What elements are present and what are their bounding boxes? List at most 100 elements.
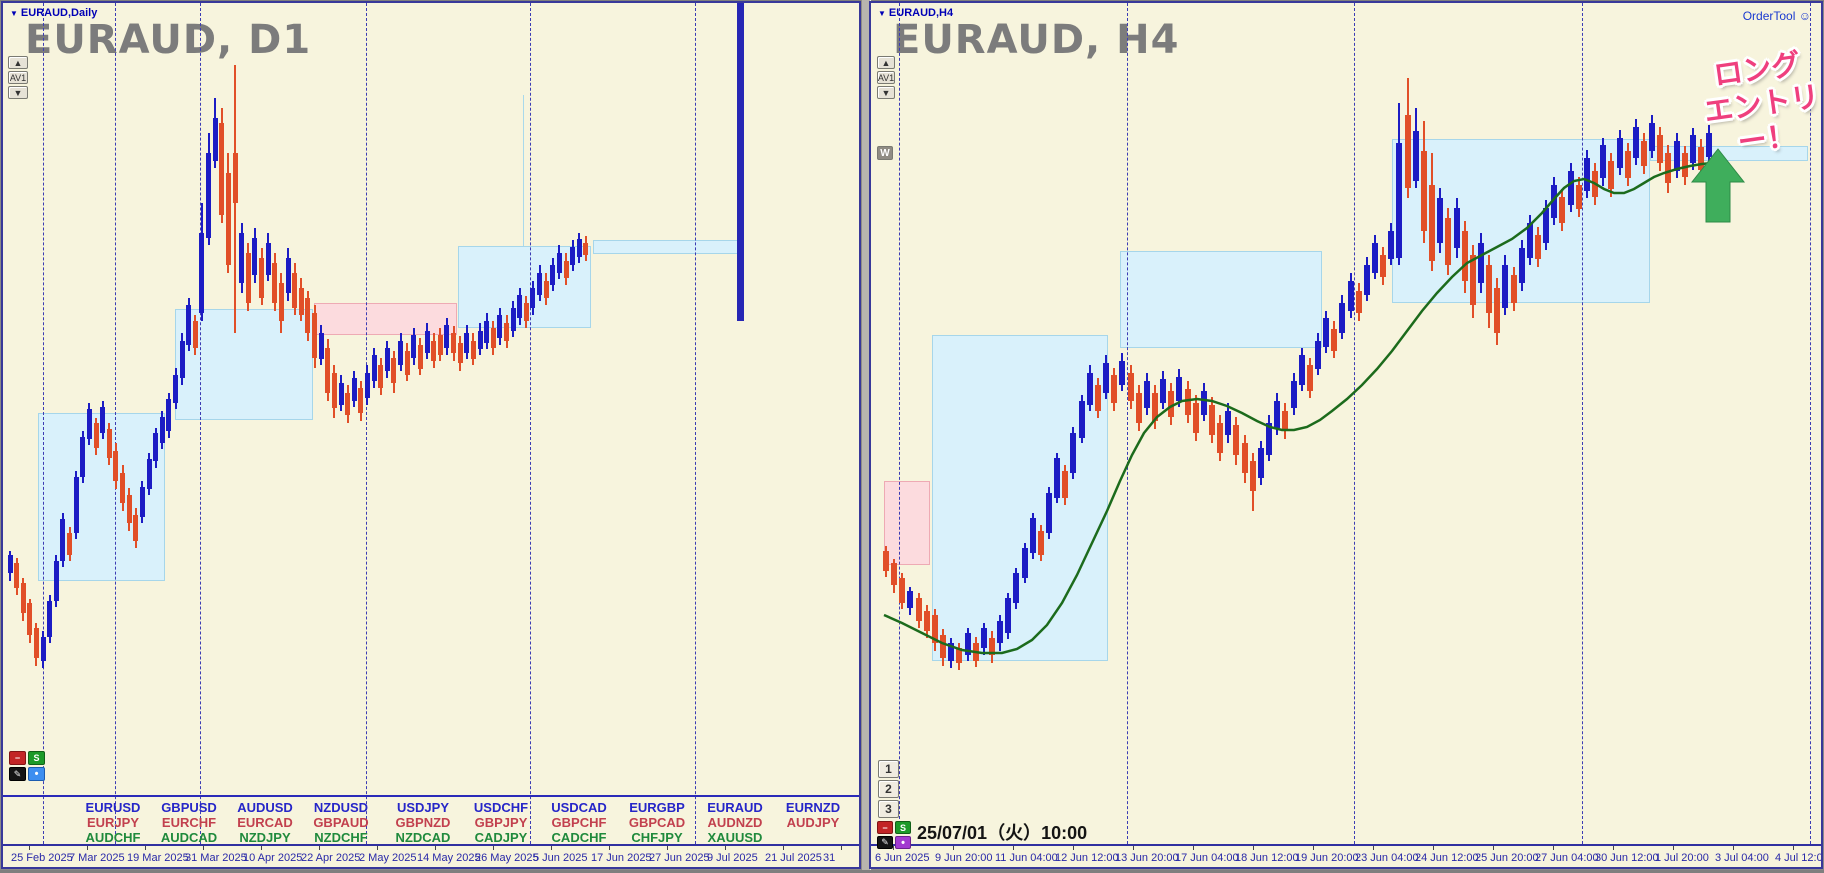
scale-down-button[interactable]: ▼ (8, 86, 28, 99)
date-axis-label: 7 Mar 2025 (69, 852, 125, 864)
scale-up-button[interactable]: ▲ (877, 56, 895, 69)
candle-body (232, 153, 238, 203)
chart-plot-area[interactable] (871, 3, 1821, 844)
candle-body (1217, 423, 1224, 453)
candle-body (1372, 243, 1378, 273)
watchlist-pair[interactable]: GBPNZD (395, 815, 451, 830)
candle-body (570, 247, 576, 265)
watchlist-pair[interactable]: EURNZD (785, 800, 841, 815)
candle-body (1445, 218, 1452, 265)
date-axis-label: 13 Jun 20:00 (1115, 852, 1179, 864)
candle-body (464, 333, 470, 353)
watchlist-pair[interactable]: USDJPY (396, 800, 450, 815)
watchlist-pair[interactable]: EURJPY (86, 815, 140, 830)
watchlist-pair[interactable]: NZDCAD (395, 830, 451, 844)
watchlist-column: NZDUSD GBPAUD NZDCHF (313, 800, 368, 844)
scale-up-button[interactable]: ▲ (8, 56, 28, 69)
preset-1-button[interactable]: 1 (878, 760, 899, 778)
chart-title-euraud-h4[interactable]: ▼ EURAUD,H4 (878, 7, 953, 19)
watchlist-pair[interactable]: AUDUSD (237, 800, 293, 815)
watchlist-pair[interactable]: EURAUD (707, 800, 763, 815)
date-axis-tick (29, 846, 30, 850)
date-axis-label: 26 May 2025 (475, 852, 539, 864)
watchlist-pair[interactable]: CADCHF (551, 830, 607, 844)
candle-body (384, 348, 390, 371)
date-axis-label: 9 Jul 2025 (707, 852, 758, 864)
watchlist-pair[interactable]: AUDJPY (786, 815, 840, 830)
watchlist-pair[interactable]: EURUSD (85, 800, 141, 815)
date-axis-tick (1193, 846, 1194, 850)
watchlist-pair[interactable]: AUDCHF (85, 830, 141, 844)
candle-body (891, 563, 898, 585)
date-axis-label: 1 Jul 20:00 (1655, 852, 1709, 864)
av1-button[interactable]: AV1 (877, 71, 895, 84)
date-axis-label: 31 Mar 2025 (185, 852, 247, 864)
candle-body (285, 258, 291, 293)
watchlist-pair[interactable]: USDCHF (473, 800, 529, 815)
dot-button[interactable]: • (895, 836, 911, 849)
date-axis-label: 24 Jun 12:00 (1415, 852, 1479, 864)
w-button[interactable]: W (877, 146, 893, 160)
candle-body (378, 365, 384, 388)
watchlist-pair[interactable]: GBPUSD (161, 800, 217, 815)
watchlist-column: EURUSD EURJPY AUDCHF (86, 800, 141, 844)
candle-body (972, 643, 979, 661)
date-axis-tick (1793, 846, 1794, 850)
pen-button[interactable]: ✎ (9, 767, 26, 781)
ordertool-menu[interactable]: OrderTool ☺ (1743, 9, 1811, 23)
chevron-down-icon: ▼ (878, 9, 886, 18)
watchlist-pair[interactable]: AUDNZD (707, 815, 763, 830)
chart-title-euraud-daily[interactable]: ▼ EURAUD,Daily (10, 7, 97, 19)
watchlist-pair[interactable]: NZDCHF (314, 830, 368, 844)
scale-down-button[interactable]: ▼ (877, 86, 895, 99)
preset-3-button[interactable]: 3 (878, 800, 899, 818)
watchlist-pair[interactable]: GBPJPY (474, 815, 528, 830)
date-axis-label: 25 Jun 20:00 (1475, 852, 1539, 864)
candle-body (166, 399, 172, 431)
minus-button[interactable]: − (9, 751, 26, 765)
sell-button[interactable]: S (895, 821, 911, 834)
watchlist-pair[interactable]: USDCAD (551, 800, 607, 815)
candle-body (1225, 411, 1232, 435)
date-axis-label: 5 Jun 2025 (533, 852, 588, 864)
chart-plot-area[interactable]: EURUSD EURJPY AUDCHF GBPUSD EURCHF AUDCAD AUDU… (3, 3, 859, 844)
watchlist-pair[interactable]: EURGBP (629, 800, 685, 815)
annotation-line2: エントリー！ (1702, 80, 1821, 160)
watchlist-pair[interactable]: GBPAUD (313, 815, 369, 830)
period-separator (1582, 3, 1583, 844)
watchlist-pair[interactable]: AUDCAD (160, 830, 218, 844)
watchlist-pair[interactable]: GBPCHF (551, 815, 607, 830)
candle-body (1608, 161, 1615, 189)
candle-body (1176, 377, 1183, 401)
watchlist-pair[interactable]: NZDUSD (313, 800, 369, 815)
candle-body (411, 335, 417, 358)
candle-body (146, 459, 152, 489)
minus-button[interactable]: − (877, 821, 893, 834)
watchlist-pair[interactable]: CADJPY (474, 830, 528, 844)
candle-body (318, 333, 324, 359)
sell-button[interactable]: S (28, 751, 45, 765)
candle-body (312, 313, 318, 358)
watchlist-pair[interactable]: EURCHF (161, 815, 217, 830)
date-axis-tick (377, 846, 378, 850)
date-axis-tick (261, 846, 262, 850)
watchlist-pair[interactable]: EURCAD (237, 815, 293, 830)
av1-button[interactable]: AV1 (8, 71, 28, 84)
candle-body (33, 628, 39, 658)
date-axis-tick (667, 846, 668, 850)
date-axis-label: 25 Feb 2025 (11, 852, 73, 864)
preset-2-button[interactable]: 2 (878, 780, 899, 798)
date-axis-label: 6 Jun 2025 (875, 852, 930, 864)
candle-body (1143, 381, 1150, 408)
watchlist-pair[interactable]: XAUUSD (707, 830, 763, 844)
date-axis-label: 4 Jul 12:0 (1775, 852, 1821, 864)
watchlist-pair[interactable]: GBPCAD (628, 815, 686, 830)
dot-button[interactable]: • (28, 767, 45, 781)
watchlist-pair[interactable]: NZDJPY (239, 830, 291, 844)
candle-body (1111, 375, 1118, 403)
pen-button[interactable]: ✎ (877, 836, 893, 849)
candle-body (1160, 379, 1167, 403)
watchlist-pair[interactable]: CHFJPY (631, 830, 683, 844)
chart-panel-inner: ▼ EURAUD,Daily EURAUD, D1 EURUSD EURJPY AUD… (3, 3, 859, 867)
candle-body (20, 583, 26, 613)
